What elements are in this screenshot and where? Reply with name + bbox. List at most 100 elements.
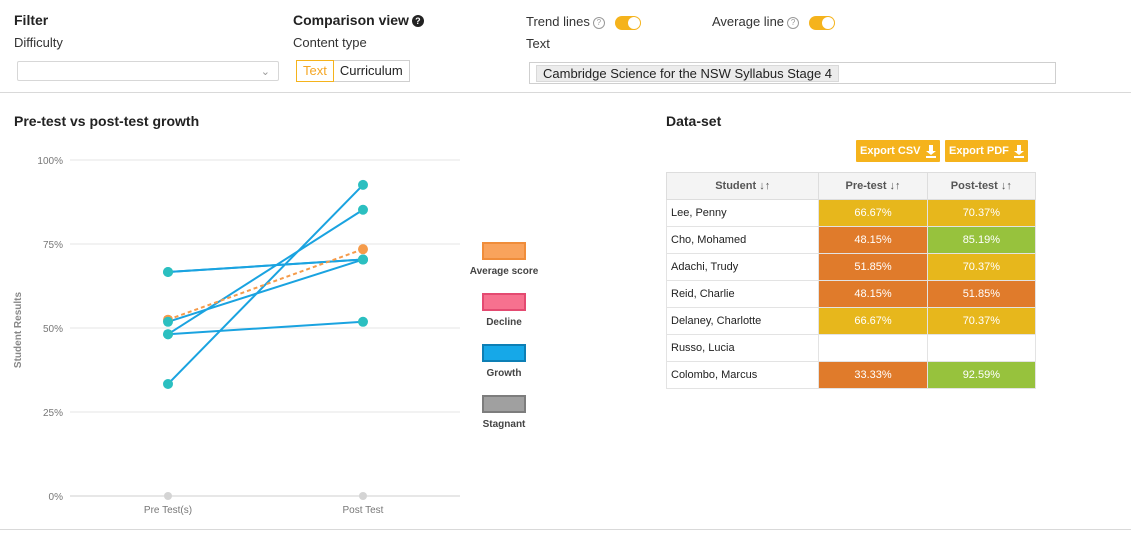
legend-swatch xyxy=(482,242,526,260)
pre-test-cell: 66.67% xyxy=(818,199,928,227)
download-icon xyxy=(1013,145,1024,158)
pre-test-cell: 48.15% xyxy=(818,280,928,308)
pre-test-point xyxy=(163,329,173,340)
series-line xyxy=(167,258,364,323)
student-column-header[interactable]: Student ↓↑ xyxy=(665,172,820,200)
post-test-point xyxy=(358,204,368,215)
chart-series-lines xyxy=(167,184,364,385)
series-line xyxy=(167,184,364,385)
chevron-down-icon: ⌄ xyxy=(260,66,270,78)
text-select[interactable]: Cambridge Science for the NSW Syllabus S… xyxy=(529,62,1056,84)
series-line xyxy=(167,258,364,273)
legend-stagnant[interactable]: Stagnant xyxy=(468,395,540,430)
y-tick-label: 75% xyxy=(43,240,63,251)
post-test-point xyxy=(358,254,368,265)
series-line xyxy=(167,320,364,336)
comparison-view-label: Comparison view xyxy=(293,12,409,28)
average-line-toggle[interactable] xyxy=(809,15,836,30)
post-test-point xyxy=(358,179,368,190)
post-test-cell: 70.37% xyxy=(926,253,1037,281)
student-name-cell: Cho, Mohamed xyxy=(665,226,820,254)
legend-growth-label: Growth xyxy=(486,368,522,379)
pre-test-cell: 33.33% xyxy=(818,361,928,389)
legend-stagnant-label: Stagnant xyxy=(482,419,526,430)
post-test-cell: 70.37% xyxy=(926,307,1037,335)
y-tick-label: 50% xyxy=(43,324,63,335)
legend-decline[interactable]: Decline xyxy=(468,293,540,328)
comparison-view-title: Comparison view? xyxy=(293,12,424,28)
legend-average-label: Average score xyxy=(469,266,539,277)
export-pdf-button[interactable]: Export PDF xyxy=(945,140,1028,162)
export-csv-button[interactable]: Export CSV xyxy=(856,140,940,162)
content-type-text-option[interactable]: Text xyxy=(296,60,334,82)
y-axis-label: Student Results xyxy=(13,292,24,369)
legend-decline-label: Decline xyxy=(486,317,522,328)
help-outline-icon[interactable]: ? xyxy=(787,16,800,29)
chart-y-ticks: 100% 75% 50% 25% 0% xyxy=(37,156,63,503)
dataset-table-wrapper: Student ↓↑ Pre-test ↓↑ Post-test ↓↑ Lee,… xyxy=(665,172,1037,389)
student-name-cell: Delaney, Charlotte xyxy=(665,307,820,335)
header-divider xyxy=(0,92,1131,93)
table-row: Reid, Charlie 48.15% 51.85% xyxy=(665,280,1037,308)
text-label: Text xyxy=(526,36,550,51)
average-point xyxy=(358,244,368,255)
difficulty-label: Difficulty xyxy=(14,35,63,50)
pre-test-point xyxy=(163,266,173,277)
legend-swatch xyxy=(482,395,526,413)
pre-test-point xyxy=(163,316,173,327)
pre-test-column-header[interactable]: Pre-test ↓↑ xyxy=(818,172,928,200)
post-test-cell xyxy=(926,334,1037,362)
toggle-knob xyxy=(627,16,640,29)
difficulty-select[interactable]: ⌄ xyxy=(17,61,279,81)
average-line-label: Average line xyxy=(712,14,785,29)
trend-lines-toggle[interactable] xyxy=(614,15,641,30)
legend-swatch xyxy=(482,293,526,311)
pre-test-cell: 66.67% xyxy=(818,307,928,335)
toggle-knob xyxy=(822,16,835,29)
content-type-curriculum-option[interactable]: Curriculum xyxy=(339,63,403,78)
table-row: Delaney, Charlotte 66.67% 70.37% xyxy=(665,307,1037,335)
student-name-cell: Adachi, Trudy xyxy=(665,253,820,281)
chart-legend: Average score Decline Growth Stagnant xyxy=(468,242,540,430)
post-test-cell: 51.85% xyxy=(926,280,1037,308)
export-pdf-label: Export PDF xyxy=(949,145,1009,157)
dataset-title: Data-set xyxy=(666,113,722,129)
chart-points xyxy=(163,179,368,390)
legend-swatch xyxy=(482,344,526,362)
y-tick-label: 100% xyxy=(37,156,63,167)
student-name-cell: Reid, Charlie xyxy=(665,280,820,308)
dataset-table-body: Lee, Penny 66.67% 70.37% Cho, Mohamed 48.15%… xyxy=(665,199,1037,389)
legend-average[interactable]: Average score xyxy=(468,242,540,277)
download-icon xyxy=(925,145,936,158)
pre-test-point xyxy=(163,379,173,390)
post-test-cell: 92.59% xyxy=(926,361,1037,389)
selected-text-tag[interactable]: Cambridge Science for the NSW Syllabus S… xyxy=(536,65,840,82)
dataset-table: Student ↓↑ Pre-test ↓↑ Post-test ↓↑ Lee,… xyxy=(665,172,1037,389)
table-row: Russo, Lucia xyxy=(665,334,1037,362)
content-type-toggle: Text Curriculum xyxy=(296,60,410,82)
x-axis-dot xyxy=(164,492,172,500)
trend-lines-control: Trend lines? xyxy=(526,14,641,30)
trend-lines-label: Trend lines xyxy=(526,14,590,29)
filter-title: Filter xyxy=(14,12,49,28)
legend-growth[interactable]: Growth xyxy=(468,344,540,379)
pre-test-cell: 48.15% xyxy=(818,226,928,254)
pre-test-cell xyxy=(818,334,928,362)
post-test-column-header[interactable]: Post-test ↓↑ xyxy=(926,172,1037,200)
x-tick-label: Post Test xyxy=(343,505,384,516)
export-csv-label: Export CSV xyxy=(860,145,921,157)
post-test-cell: 85.19% xyxy=(926,226,1037,254)
content-type-label: Content type xyxy=(293,35,367,50)
x-axis-dot xyxy=(359,492,367,500)
student-name-cell: Russo, Lucia xyxy=(665,334,820,362)
chart-x-ticks: Pre Test(s) Post Test xyxy=(144,492,384,516)
help-outline-icon[interactable]: ? xyxy=(592,16,605,29)
growth-chart: 100% 75% 50% 25% 0% Pre Test(s) Post Test Stu… xyxy=(13,156,460,516)
post-test-point xyxy=(358,316,368,327)
y-tick-label: 0% xyxy=(49,492,64,503)
table-row: Cho, Mohamed 48.15% 85.19% xyxy=(665,226,1037,254)
help-icon[interactable]: ? xyxy=(411,15,424,28)
student-name-cell: Colombo, Marcus xyxy=(665,361,820,389)
table-header-row: Student ↓↑ Pre-test ↓↑ Post-test ↓↑ xyxy=(665,172,1037,200)
chart-title: Pre-test vs post-test growth xyxy=(14,113,200,129)
